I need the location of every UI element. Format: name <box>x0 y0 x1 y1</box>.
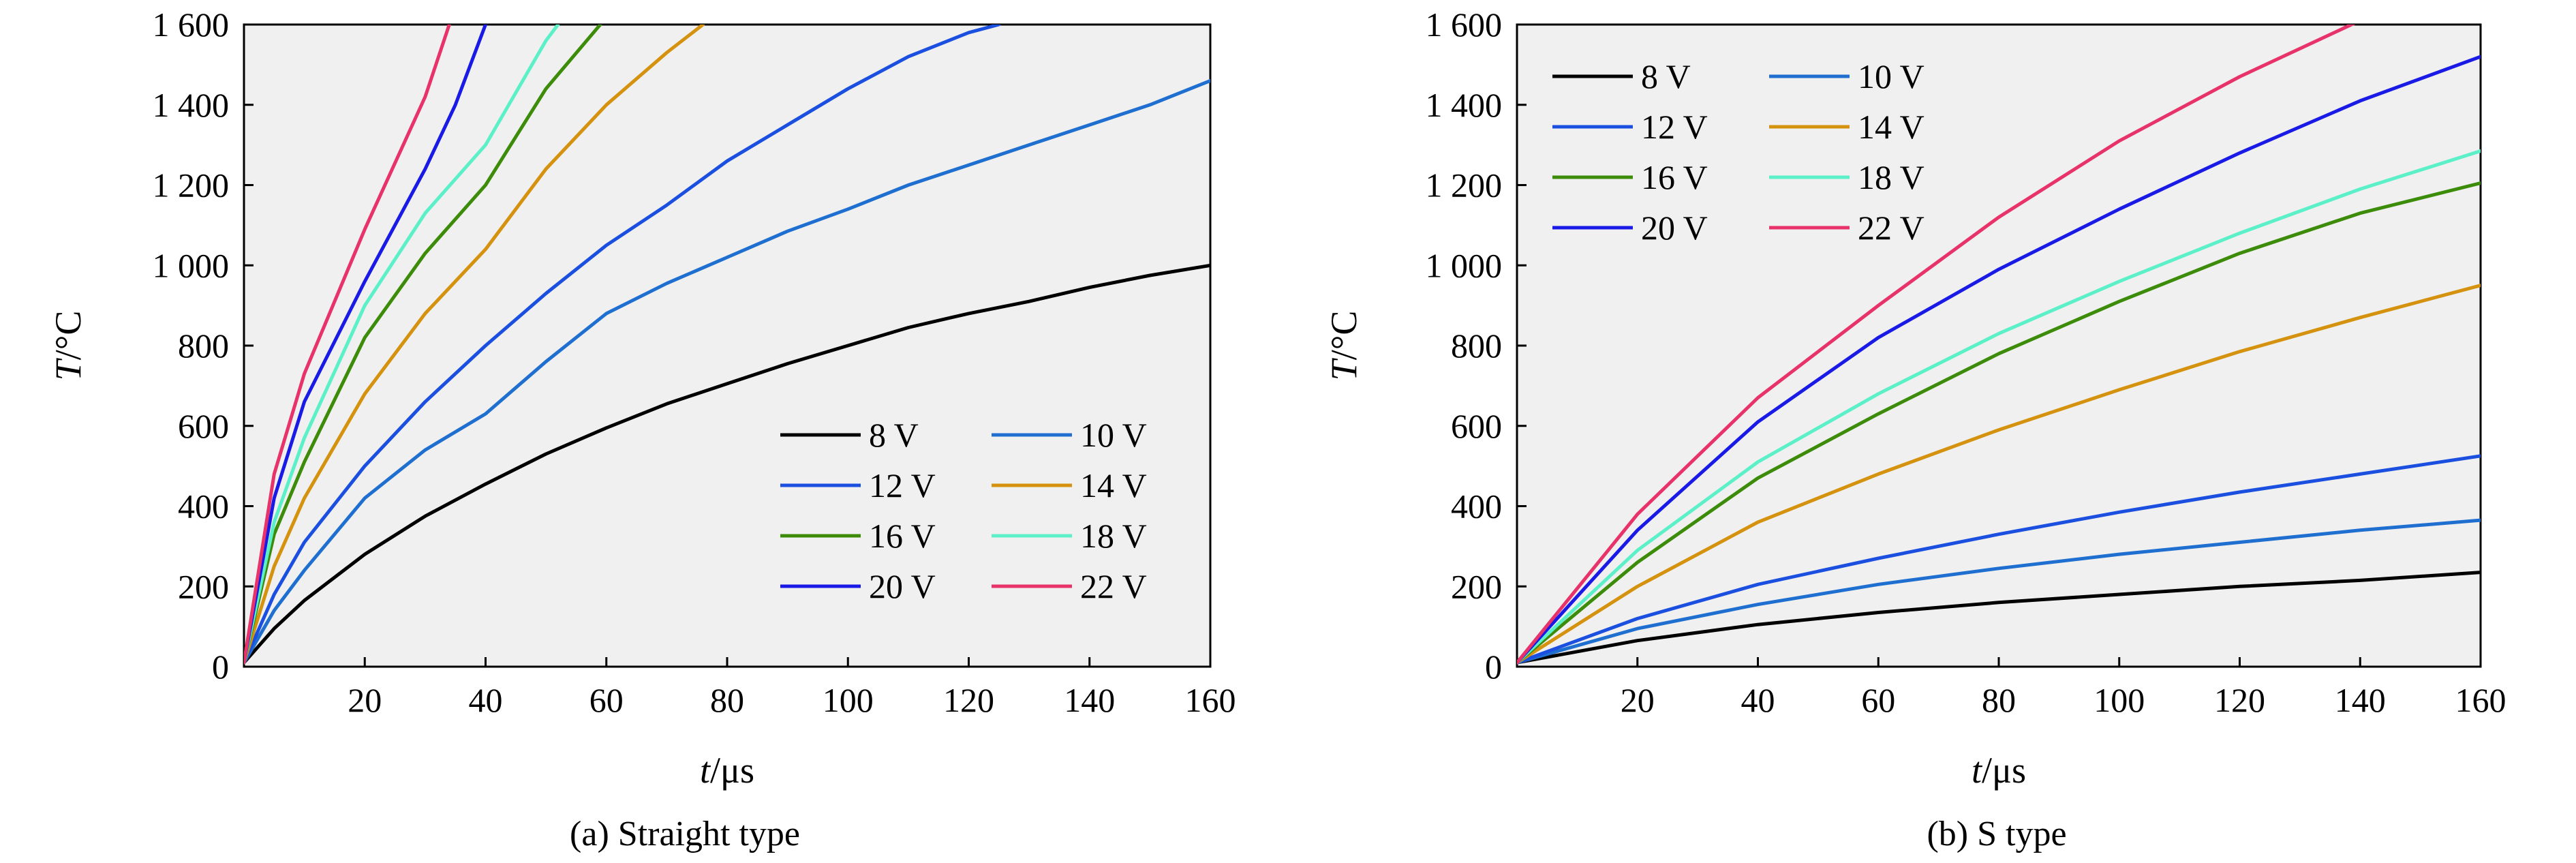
series-line-18v <box>244 25 560 665</box>
y-tick-label: 1 400 <box>153 86 230 124</box>
series-line-20v <box>244 25 487 665</box>
y-tick-label: 200 <box>1451 567 1502 605</box>
legend: 8 V 10 V 12 V 14 V 16 V 18 V 20 V 22 V <box>1552 57 1925 247</box>
y-tick-label: 800 <box>1451 327 1502 365</box>
y-tick-label: 1 200 <box>153 166 230 205</box>
legend-label: 10 V <box>1858 57 1925 95</box>
series-line-8v <box>1517 571 2481 665</box>
series-line-18v <box>1517 149 2481 665</box>
series-line-22v <box>1517 25 2356 665</box>
panel-straight-type: 0 200 400 600 800 1 000 1 200 1 400 1 600 20 40 60 8… <box>48 5 1236 853</box>
y-tick-label: 800 <box>178 327 229 365</box>
series-line-16v <box>1517 181 2481 665</box>
y-tick-label: 400 <box>1451 487 1502 526</box>
x-axis-label: t/μs <box>700 750 754 791</box>
series-line-20v <box>1517 55 2481 665</box>
legend-label: 14 V <box>1858 108 1925 146</box>
y-tick-label: 200 <box>178 567 229 605</box>
plot-area <box>243 23 1212 668</box>
x-tick-label: 20 <box>348 681 382 719</box>
legend-label: 22 V <box>1858 209 1925 247</box>
y-tick-label: 0 <box>212 648 229 686</box>
x-tick-label: 80 <box>1982 681 2016 719</box>
y-tick-label: 1 200 <box>1426 166 1503 205</box>
y-tick-label: 600 <box>178 407 229 445</box>
series-line-12v <box>1517 454 2481 665</box>
x-tick-label: 100 <box>2094 681 2145 719</box>
y-tick-label: 1 400 <box>1426 86 1503 124</box>
y-tick-label: 400 <box>178 487 229 526</box>
series-line-10v <box>244 78 1210 665</box>
y-tick-label: 1 600 <box>153 5 230 44</box>
legend-label: 12 V <box>1641 108 1708 146</box>
series-line-8v <box>244 263 1210 665</box>
legend-label: 18 V <box>1858 158 1925 196</box>
x-tick-label: 140 <box>1064 681 1115 719</box>
series-line-22v <box>244 25 451 665</box>
legend-label: 16 V <box>1641 158 1708 196</box>
x-tick-label: 20 <box>1621 681 1655 719</box>
legend-label: 20 V <box>1641 209 1708 247</box>
x-tick-label: 60 <box>1861 681 1895 719</box>
legend-label: 18 V <box>1080 517 1147 555</box>
legend-label: 16 V <box>869 517 936 555</box>
panel-caption: (a) Straight type <box>570 815 800 853</box>
y-tick-label: 600 <box>1451 407 1502 445</box>
legend-label: 8 V <box>1641 57 1691 95</box>
x-tick-label: 100 <box>823 681 874 719</box>
x-axis-label: t/μs <box>1972 750 2026 791</box>
series-line-10v <box>1517 518 2481 665</box>
x-tick-label: 60 <box>589 681 624 719</box>
series-line-12v <box>244 25 1001 665</box>
x-tick-label: 40 <box>1741 681 1775 719</box>
x-tick-label: 120 <box>2214 681 2265 719</box>
x-tick-label: 160 <box>1185 681 1236 719</box>
legend: 8 V 10 V 12 V 14 V 16 V 18 V 20 V 22 V <box>780 416 1147 605</box>
legend-label: 20 V <box>869 567 936 605</box>
x-tick-label: 80 <box>710 681 744 719</box>
series-line-16v <box>244 25 602 665</box>
x-tick-label: 140 <box>2335 681 2386 719</box>
series-line-14v <box>244 25 705 665</box>
y-axis-label: T/°C <box>1323 311 1364 381</box>
legend-label: 10 V <box>1080 416 1147 454</box>
x-tick-label: 160 <box>2455 681 2506 719</box>
legend-label: 22 V <box>1080 567 1147 605</box>
x-tick-label: 120 <box>943 681 994 719</box>
legend-label: 8 V <box>869 416 919 454</box>
x-tick-label: 40 <box>469 681 503 719</box>
legend-label: 12 V <box>869 466 936 504</box>
panel-caption: (b) S type <box>1927 815 2066 853</box>
y-tick-label: 1 000 <box>153 246 230 284</box>
y-tick-label: 0 <box>1485 648 1502 686</box>
y-tick-label: 1 000 <box>1426 246 1503 284</box>
legend-label: 14 V <box>1080 466 1147 504</box>
panel-s-type: 0 200 400 600 800 1 000 1 200 1 400 1 600 20 40 60 8… <box>1323 5 2506 853</box>
y-axis-label: T/°C <box>48 311 89 381</box>
series-line-14v <box>1517 284 2481 665</box>
y-tick-label: 1 600 <box>1426 5 1503 44</box>
